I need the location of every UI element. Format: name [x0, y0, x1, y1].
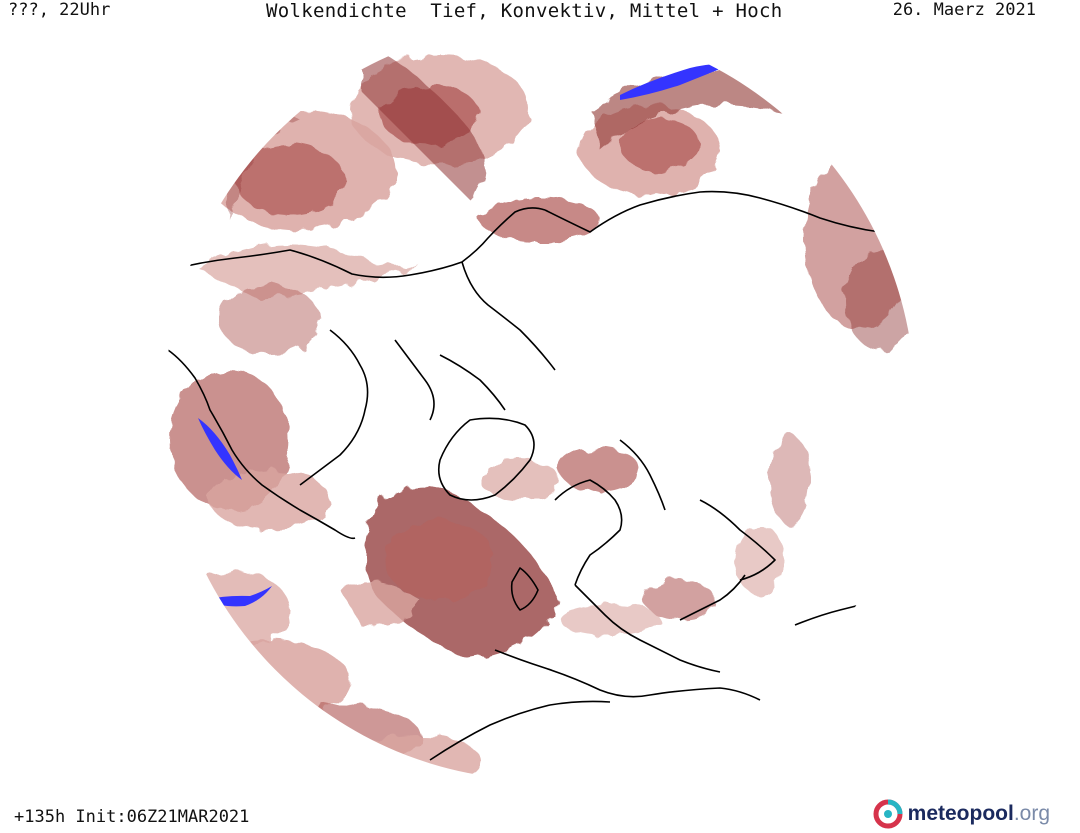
- forecast-date-label: 26. Maerz 2021: [892, 0, 1036, 20]
- cloud-field: [167, 34, 915, 780]
- model-run-label: +135h Init:06Z21MAR2021: [14, 807, 250, 827]
- meteopool-logo-text: meteopool.org: [907, 802, 1050, 825]
- meteopool-logo[interactable]: meteopool.org: [873, 797, 1050, 831]
- meteopool-logo-icon: [873, 799, 903, 829]
- forecast-time-label: ???, 22Uhr: [8, 0, 111, 20]
- map-title: Wolkendichte Tief, Konvektiv, Mittel + H…: [266, 0, 783, 22]
